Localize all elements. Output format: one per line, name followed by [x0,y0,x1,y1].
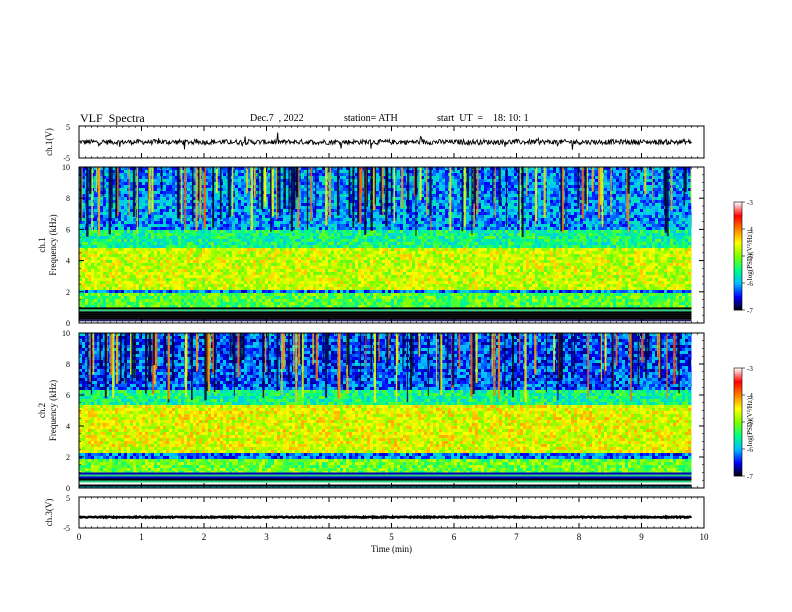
x-tick-label: 4 [327,532,332,542]
x-tick-label: 8 [577,532,582,542]
ch1-ytick-label: 2 [66,288,70,297]
x-axis-label: Time (min) [371,544,412,554]
x-tick-label: 1 [139,532,144,542]
x-tick-label: 0 [77,532,82,542]
ch1-ytick-label: 5 [66,123,70,132]
ch1-ytick-label: -5 [63,154,70,163]
ch1-colorbar-ticklabel: -6 [747,280,753,288]
ch1-ytick-label: 6 [66,225,70,234]
x-tick-label: 5 [389,532,394,542]
ch1-colorbar-ticklabel: -7 [747,307,753,315]
ch3-ytick-label: 5 [66,494,70,503]
ch2-ylabel-channel: ch.2 [37,403,47,418]
ch1-trace [79,133,692,150]
ch1-ytick-label: 10 [62,163,70,172]
ch2-colorbar-ticklabel: -6 [747,446,753,454]
ch2-colorbar-ticklabel: -7 [747,473,753,481]
ch2-ytick-label: 8 [66,360,70,369]
ch1-panel: 5 -5 ch.1(V) [44,123,704,163]
x-tick-label: 3 [264,532,269,542]
ch1-ylabel-frequency: Frequency (kHz) [48,214,58,275]
ch1-colorbar-ticklabel: -3 [747,199,753,207]
ch2-no-data [692,334,704,488]
ch2-ytick-label: 4 [66,422,70,431]
ch1-ylabel: ch.1(V) [44,128,54,156]
ch3-panel: 5 -5 ch.3(V) [44,494,704,533]
ch2-colorbar-ticklabel: -3 [747,365,753,373]
ch1-ytick-label: 0 [66,319,70,328]
ch2-ylabel-frequency: Frequency (kHz) [48,380,58,441]
ch1-colorbar-label: log(PSD)(V²/Hz) [746,231,754,280]
ch1-ytick-label: 4 [66,257,70,266]
ch3-ytick-label: -5 [63,524,70,533]
ch2-colorbar-label: log(PSD)(V²/Hz) [746,397,754,446]
ch1-ytick-label: 8 [66,194,70,203]
x-tick-label: 2 [202,532,207,542]
ch2-ytick-label: 10 [62,329,70,338]
x-tick-label: 6 [452,532,457,542]
ch2-ytick-label: 0 [66,484,70,493]
x-tick-label: 10 [700,532,710,542]
ch1-ylabel-channel: ch.1 [37,237,47,252]
ch2-ytick-label: 6 [66,391,70,400]
x-tick-label: 7 [514,532,519,542]
ch1-no-data [692,168,704,323]
ch3-trace [79,517,692,518]
ch2-ytick-label: 2 [66,453,70,462]
x-tick-label: 9 [639,532,644,542]
ch3-ylabel: ch.3(V) [44,499,54,527]
